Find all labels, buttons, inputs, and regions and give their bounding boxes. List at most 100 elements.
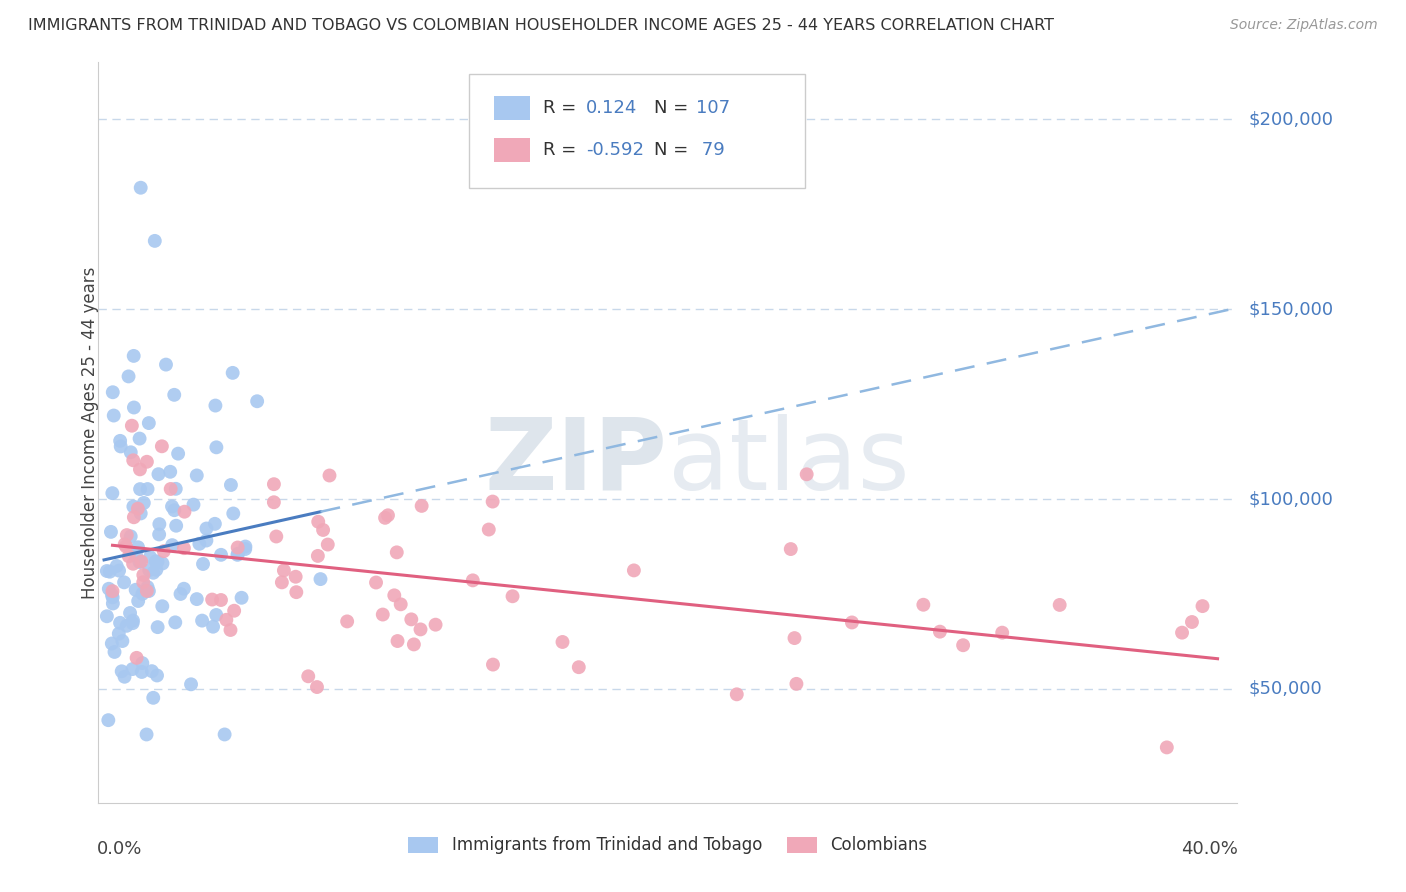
Point: [318, 468, 340, 483]
Point: [201, 592, 224, 607]
Point: [461, 574, 484, 588]
Point: [136, 580, 159, 594]
Point: [219, 478, 242, 492]
Point: [98, 565, 121, 579]
Point: [101, 588, 124, 602]
Text: $50,000: $50,000: [1249, 680, 1322, 698]
Point: [128, 555, 150, 569]
Point: [145, 563, 167, 577]
Point: [97, 582, 120, 596]
Point: [226, 547, 249, 561]
Point: [1181, 615, 1204, 629]
Point: [146, 668, 169, 682]
Point: [481, 494, 503, 508]
Text: 0.124: 0.124: [586, 99, 637, 118]
Point: [273, 563, 295, 577]
Point: [796, 467, 818, 482]
Point: [148, 517, 170, 532]
Point: [142, 690, 165, 705]
Text: 40.0%: 40.0%: [1181, 840, 1239, 858]
Point: [114, 670, 136, 684]
Point: [96, 564, 118, 578]
Point: [138, 416, 160, 430]
Point: [120, 445, 142, 459]
Point: [263, 495, 285, 509]
Point: [309, 572, 332, 586]
Point: [122, 453, 145, 467]
Point: [131, 656, 153, 670]
Point: [235, 540, 257, 554]
Point: [204, 399, 226, 413]
Point: [912, 598, 935, 612]
Text: ZIP: ZIP: [485, 414, 668, 511]
Point: [145, 554, 167, 568]
Point: [195, 533, 218, 548]
Point: [387, 634, 409, 648]
Point: [214, 727, 236, 741]
Point: [482, 657, 505, 672]
Point: [173, 505, 195, 519]
Point: [312, 523, 335, 537]
Point: [101, 486, 124, 500]
Point: [120, 606, 142, 620]
Point: [136, 482, 159, 496]
Point: [125, 650, 148, 665]
Point: [297, 669, 319, 683]
Point: [1156, 740, 1178, 755]
Point: [263, 477, 285, 491]
Point: [209, 548, 232, 562]
Point: [169, 587, 191, 601]
Point: [231, 591, 253, 605]
Point: [209, 593, 232, 607]
Point: [841, 615, 863, 630]
Point: [183, 498, 205, 512]
Point: [385, 545, 408, 559]
Point: [215, 613, 238, 627]
Point: [191, 557, 214, 571]
Point: [785, 677, 807, 691]
Point: [121, 662, 143, 676]
Text: 0.0%: 0.0%: [97, 840, 142, 858]
Point: [107, 626, 129, 640]
Text: R =: R =: [543, 99, 582, 118]
Point: [411, 499, 433, 513]
Point: [103, 409, 125, 423]
Point: [125, 549, 148, 563]
Text: $200,000: $200,000: [1249, 111, 1333, 128]
Point: [127, 541, 149, 555]
Point: [129, 555, 152, 569]
Point: [146, 620, 169, 634]
Text: 79: 79: [696, 141, 725, 159]
Point: [623, 563, 645, 577]
Point: [131, 587, 153, 601]
Point: [929, 624, 952, 639]
Point: [246, 394, 269, 409]
Point: [221, 366, 243, 380]
Point: [195, 522, 218, 536]
Point: [105, 559, 128, 574]
Point: [159, 482, 181, 496]
Point: [165, 615, 187, 630]
FancyBboxPatch shape: [494, 96, 530, 120]
Point: [159, 465, 181, 479]
Point: [115, 540, 138, 554]
Point: [122, 557, 145, 571]
Point: [285, 585, 308, 599]
Text: N =: N =: [654, 99, 695, 118]
Point: [163, 388, 186, 402]
Point: [316, 537, 339, 551]
FancyBboxPatch shape: [494, 138, 530, 161]
Point: [202, 620, 225, 634]
Point: [150, 599, 173, 614]
Point: [135, 583, 157, 598]
Point: [148, 527, 170, 541]
Point: [305, 680, 328, 694]
Point: [409, 623, 432, 637]
Point: [108, 564, 131, 578]
Point: [364, 575, 387, 590]
Point: [160, 538, 183, 552]
Point: [131, 665, 153, 679]
Point: [991, 625, 1014, 640]
Point: [108, 434, 131, 448]
Point: [101, 597, 124, 611]
